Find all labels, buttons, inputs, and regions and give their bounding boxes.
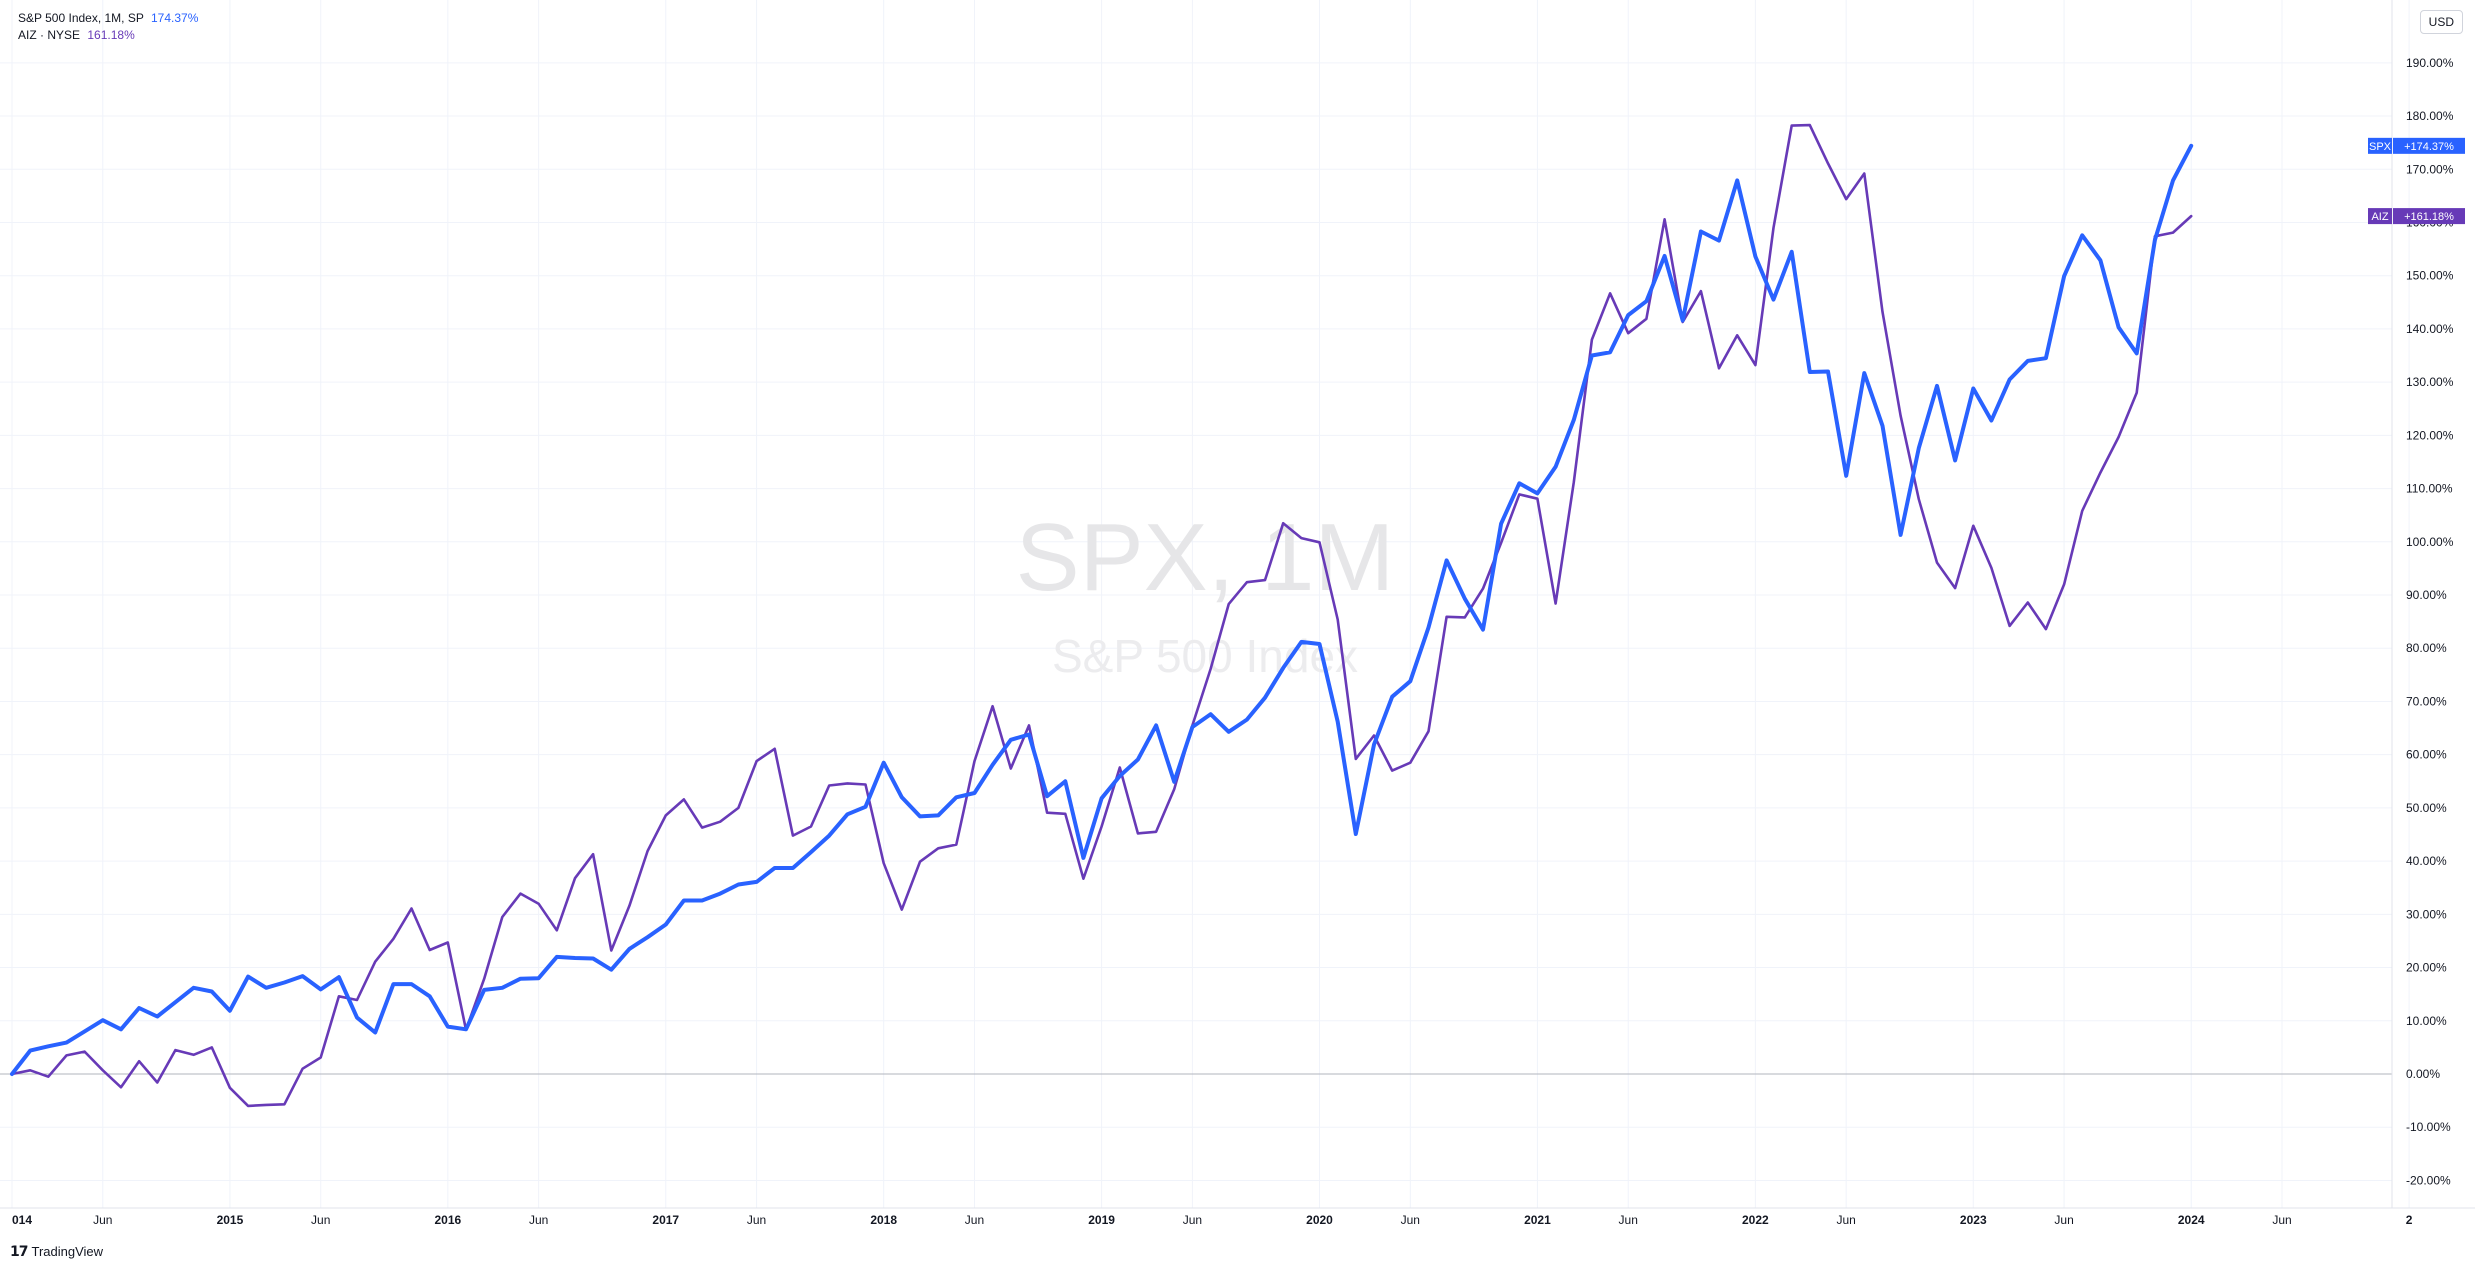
x-tick-label: Jun (311, 1213, 330, 1227)
x-tick-label: Jun (1183, 1213, 1202, 1227)
y-tick-label: 30.00% (2406, 907, 2447, 921)
y-tick-label: 10.00% (2406, 1014, 2447, 1028)
badge-aiz: AIZ +161.18% (2368, 208, 2465, 225)
badge-symbol: AIZ (2371, 211, 2388, 223)
x-tick-label: Jun (1619, 1213, 1638, 1227)
x-axis[interactable]: 014 Jun 2015 Jun 2016 Jun 2017 Jun 2018 Jun 2019 Ju… (0, 1207, 2475, 1227)
y-tick-label: 150.00% (2406, 269, 2454, 283)
x-tick-label: 2015 (217, 1213, 244, 1227)
x-tick-label: Jun (529, 1213, 548, 1227)
series-lines[interactable] (10, 123, 2194, 1108)
x-tick-label: 2 (2406, 1213, 2413, 1227)
badge-symbol-bg (2368, 208, 2392, 225)
watermark-symbol: SPX, 1M (1016, 504, 1395, 611)
y-tick-label: -10.00% (2406, 1120, 2451, 1134)
legend-aiz[interactable]: AIZ · NYSE 161.18% (18, 27, 198, 44)
x-tick-label: 2023 (1960, 1213, 1987, 1227)
x-tick-label: 2020 (1306, 1213, 1333, 1227)
watermark-name: S&P 500 Index (1052, 630, 1358, 682)
y-tick-label: 170.00% (2406, 162, 2454, 176)
y-tick-label: 130.00% (2406, 375, 2454, 389)
y-tick-label: 40.00% (2406, 854, 2447, 868)
y-tick-label: 70.00% (2406, 694, 2447, 708)
y-tick-label: -20.00% (2406, 1173, 2451, 1187)
x-tick-label: Jun (93, 1213, 112, 1227)
x-tick-label: 2021 (1524, 1213, 1551, 1227)
brand-label: TradingView (31, 1244, 104, 1259)
legend-aiz-label: AIZ · NYSE (18, 28, 81, 42)
y-tick-label: 60.00% (2406, 748, 2447, 762)
y-tick-label: 140.00% (2406, 322, 2454, 336)
badge-value-bg (2393, 208, 2465, 225)
badge-symbol-bg (2368, 137, 2392, 154)
series-line-spx[interactable] (10, 143, 2194, 1076)
x-tick-label: 2018 (870, 1213, 897, 1227)
y-tick-label: 190.00% (2406, 56, 2454, 70)
legend-spx-value: 174.37% (150, 11, 199, 25)
y-tick-label: 50.00% (2406, 801, 2447, 815)
x-tick-label: 2022 (1742, 1213, 1769, 1227)
x-tick-label: Jun (965, 1213, 984, 1227)
y-tick-label: 0.00% (2406, 1067, 2440, 1081)
legend: S&P 500 Index, 1M, SP 174.37% AIZ · NYSE… (18, 10, 198, 44)
x-tick-label: Jun (747, 1213, 766, 1227)
badge-value: +174.37% (2404, 141, 2454, 153)
badge-spx: SPX +174.37% (2368, 137, 2465, 154)
y-tick-label: 120.00% (2406, 428, 2454, 442)
x-tick-label: 2017 (652, 1213, 679, 1227)
badge-value-bg (2393, 137, 2465, 154)
y-tick-label: 90.00% (2406, 588, 2447, 602)
y-tick-label: 180.00% (2406, 109, 2454, 123)
x-tick-label: 2016 (434, 1213, 461, 1227)
y-tick-label: 100.00% (2406, 535, 2454, 549)
watermark: SPX, 1M S&P 500 Index (1016, 504, 1395, 682)
legend-spx-label: S&P 500 Index, 1M, SP (18, 11, 144, 25)
legend-aiz-value: 161.18% (87, 28, 135, 42)
y-tick-label: 110.00% (2406, 482, 2453, 496)
series-line-aiz[interactable] (10, 123, 2193, 1108)
y-axis[interactable]: 190.00%180.00%170.00%160.00%150.00%140.0… (2391, 0, 2454, 1208)
badge-symbol: SPX (2369, 141, 2392, 153)
tradingview-brand[interactable]: 𝟭𝟳 TradingView (10, 1243, 103, 1260)
y-tick-label: 20.00% (2406, 961, 2447, 975)
x-tick-label: Jun (2272, 1213, 2291, 1227)
tradingview-logo-icon: 𝟭𝟳 (10, 1243, 29, 1259)
currency-button[interactable]: USD (2419, 10, 2463, 34)
badge-value: +161.18% (2404, 211, 2454, 223)
x-tick-label: 014 (12, 1213, 32, 1227)
x-tick-label: 2024 (2178, 1213, 2205, 1227)
last-value-badges: SPX +174.37% AIZ +161.18% (2368, 137, 2465, 225)
x-tick-label: Jun (1836, 1213, 1855, 1227)
legend-spx[interactable]: S&P 500 Index, 1M, SP 174.37% (18, 10, 198, 27)
x-tick-label: Jun (1401, 1213, 1420, 1227)
grid (0, 0, 2410, 1208)
x-tick-label: Jun (2054, 1213, 2073, 1227)
y-tick-label: 80.00% (2406, 641, 2447, 655)
x-tick-label: 2019 (1088, 1213, 1115, 1227)
